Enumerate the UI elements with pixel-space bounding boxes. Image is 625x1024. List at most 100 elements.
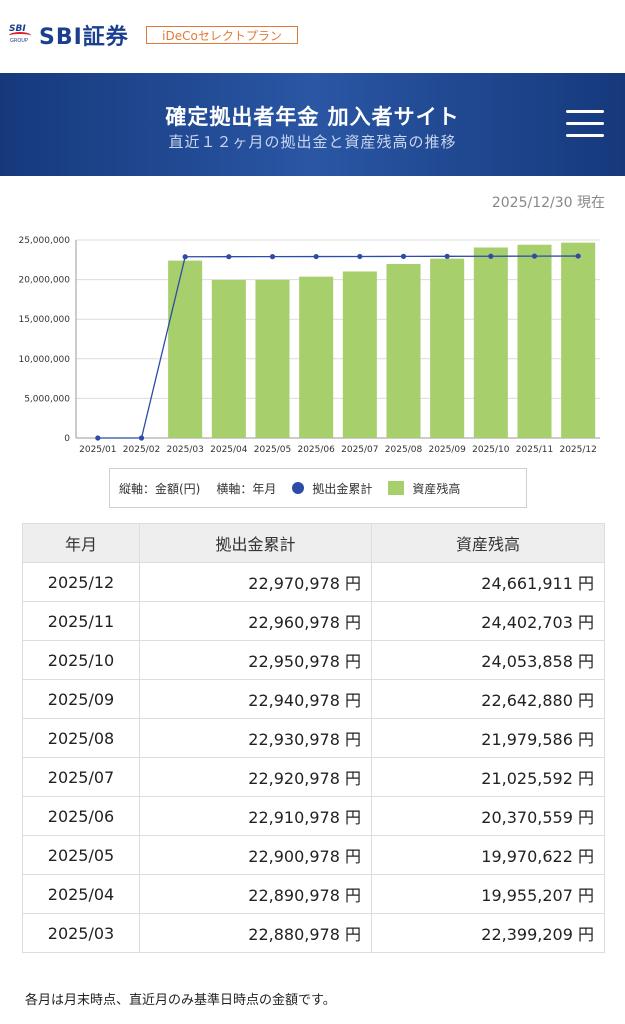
- cell-balance: 24,402,703 円: [371, 601, 605, 641]
- cell-contribution: 22,890,978 円: [139, 874, 372, 914]
- line-marker-icon: [292, 482, 305, 494]
- cell-balance: 20,370,559 円: [371, 796, 605, 836]
- legend-x-axis: 横軸：年月: [216, 481, 277, 496]
- contribution-point: [488, 253, 494, 259]
- contribution-point: [313, 253, 319, 260]
- cell-month: 2025/04: [22, 874, 140, 914]
- cell-contribution: 22,910,978 円: [139, 796, 372, 836]
- x-tick-label: 2025/04: [210, 445, 248, 455]
- chart-legend: 縦軸：金額(円) 横軸：年月 拠出金累計 資産残高: [109, 468, 527, 508]
- balance-bar: [473, 247, 508, 438]
- balance-bar: [211, 279, 246, 438]
- table-row: 2025/06 22,910,978 円 20,370,559 円: [22, 796, 605, 836]
- x-tick-label: 2025/07: [341, 445, 378, 455]
- header-balance: 資産残高: [371, 523, 605, 563]
- sbi-logo[interactable]: SBI GROUP SBI証券: [9, 22, 129, 50]
- table-row: 2025/10 22,950,978 円 24,053,858 円: [22, 640, 605, 680]
- contribution-point: [444, 253, 450, 259]
- table-header-row: 年月 拠出金累計 資産残高: [22, 523, 605, 563]
- cell-contribution: 22,920,978 円: [139, 757, 372, 797]
- page-subtitle: 直近１２ヶ月の拠出金と資産残高の推移: [168, 133, 457, 151]
- contribution-point: [269, 254, 276, 260]
- balance-bar: [561, 242, 596, 438]
- contribution-point: [357, 253, 363, 260]
- x-tick-label: 2025/09: [428, 445, 466, 455]
- y-tick-label: 10,000,000: [18, 355, 70, 365]
- x-tick-label: 2025/08: [385, 445, 423, 455]
- balance-bar: [386, 263, 421, 438]
- footnote: 各月は月末時点、直近月のみ基準日時点の金額です。: [25, 993, 336, 1008]
- balance-bar: [517, 244, 552, 438]
- table-row: 2025/03 22,880,978 円 22,399,209 円: [22, 913, 605, 953]
- cell-contribution: 22,900,978 円: [139, 835, 372, 875]
- cell-month: 2025/11: [22, 601, 140, 641]
- cell-balance: 19,970,622 円: [371, 835, 605, 875]
- cell-balance: 19,955,207 円: [371, 874, 605, 914]
- table-row: 2025/08 22,930,978 円 21,979,586 円: [22, 718, 605, 758]
- x-tick-label: 2025/05: [254, 445, 291, 455]
- brand-name: SBI証券: [39, 25, 129, 50]
- cell-balance: 22,399,209 円: [371, 913, 605, 953]
- as-of-date: 2025/12/30 現在: [491, 195, 605, 211]
- cell-month: 2025/10: [22, 640, 140, 680]
- cell-contribution: 22,880,978 円: [139, 913, 372, 953]
- table-row: 2025/07 22,920,978 円 21,025,592 円: [22, 757, 605, 797]
- hamburger-icon: [566, 110, 604, 113]
- y-tick-label: 20,000,000: [18, 276, 70, 286]
- cell-balance: 24,661,911 円: [371, 562, 605, 602]
- balance-bar: [430, 258, 465, 438]
- y-tick-label: 25,000,000: [18, 236, 70, 246]
- x-tick-label: 2025/02: [123, 445, 160, 455]
- page-title: 確定拠出者年金 加入者サイト: [165, 105, 460, 129]
- balance-bar: [342, 271, 377, 438]
- table-row: 2025/04 22,890,978 円 19,955,207 円: [22, 874, 605, 914]
- cell-balance: 22,642,880 円: [371, 679, 605, 719]
- y-tick-label: 5,000,000: [24, 394, 70, 404]
- contribution-point: [95, 435, 101, 441]
- cell-month: 2025/09: [22, 679, 140, 719]
- x-tick-label: 2025/12: [559, 445, 596, 455]
- cell-month: 2025/03: [22, 913, 140, 953]
- menu-button[interactable]: [566, 108, 606, 140]
- history-chart: 0 5,000,000 10,000,000 15,000,000 20,000,000…: [0, 225, 625, 465]
- table-row: 2025/09 22,940,978 円 22,642,880 円: [22, 679, 605, 719]
- site-header: 確定拠出者年金 加入者サイト 直近１２ヶ月の拠出金と資産残高の推移: [0, 73, 625, 176]
- legend-bar: 資産残高: [388, 480, 460, 497]
- cell-month: 2025/06: [22, 796, 140, 836]
- cell-month: 2025/08: [22, 718, 140, 758]
- contribution-line: [97, 255, 579, 439]
- y-tick-label: 15,000,000: [18, 315, 70, 325]
- x-tick-label: 2025/01: [79, 445, 116, 455]
- y-tick-label: 0: [64, 434, 70, 444]
- cell-contribution: 22,940,978 円: [139, 679, 372, 719]
- contribution-point: [575, 253, 581, 259]
- cell-contribution: 22,960,978 円: [139, 601, 372, 641]
- sbi-group-mark: SBI GROUP: [9, 22, 35, 48]
- table-row: 2025/05 22,900,978 円 19,970,622 円: [22, 835, 605, 875]
- x-tick-label: 2025/03: [166, 445, 203, 455]
- x-tick-label: 2025/10: [472, 445, 510, 455]
- cell-balance: 21,025,592 円: [371, 757, 605, 797]
- balance-bar: [299, 276, 334, 438]
- cell-month: 2025/12: [22, 562, 140, 602]
- history-table: 年月 拠出金累計 資産残高 2025/12 22,970,978 円 24,661,…: [22, 523, 605, 953]
- plan-badge: iDeCoセレクトプラン: [146, 26, 298, 44]
- cell-contribution: 22,930,978 円: [139, 718, 372, 758]
- cell-month: 2025/05: [22, 835, 140, 875]
- contribution-point: [138, 435, 145, 441]
- legend-y-axis: 縦軸：金額(円): [119, 481, 201, 496]
- header-month: 年月: [22, 523, 140, 563]
- balance-bar: [168, 260, 203, 438]
- contribution-point: [400, 253, 407, 259]
- cell-balance: 21,979,586 円: [371, 718, 605, 758]
- table-row: 2025/11 22,960,978 円 24,402,703 円: [22, 601, 605, 641]
- contribution-point: [226, 254, 232, 260]
- table-row: 2025/12 22,970,978 円 24,661,911 円: [22, 562, 605, 602]
- header-contribution: 拠出金累計: [139, 523, 372, 563]
- cell-contribution: 22,950,978 円: [139, 640, 372, 680]
- brand-bar: SBI GROUP SBI証券 iDeCoセレクトプラン: [0, 0, 625, 72]
- x-tick-label: 2025/11: [516, 445, 553, 455]
- legend-line: 拠出金累計: [292, 480, 372, 497]
- cell-contribution: 22,970,978 円: [139, 562, 372, 602]
- cell-balance: 24,053,858 円: [371, 640, 605, 680]
